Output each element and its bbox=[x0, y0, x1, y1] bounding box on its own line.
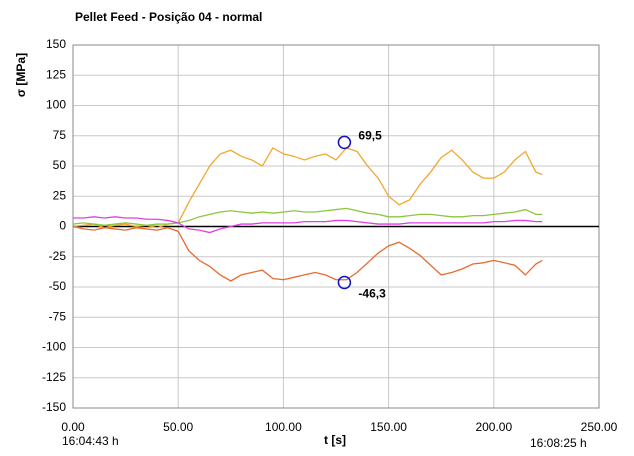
y-tick-label: -100 bbox=[42, 340, 66, 354]
y-axis-label: σ [MPa] bbox=[14, 53, 28, 97]
x-axis-label: t [s] bbox=[324, 433, 346, 447]
end-time-label: 16:08:25 h bbox=[530, 436, 587, 450]
marker-label: 69,5 bbox=[358, 129, 382, 143]
x-tick-label: 100.00 bbox=[265, 420, 302, 434]
x-tick-label: 0.00 bbox=[61, 420, 85, 434]
chart-title: Pellet Feed - Posição 04 - normal bbox=[75, 10, 262, 24]
y-tick-label: -50 bbox=[49, 279, 67, 293]
y-tick-label: 150 bbox=[46, 37, 66, 51]
y-tick-label: -125 bbox=[42, 370, 66, 384]
series-line bbox=[72, 207, 543, 226]
x-tick-label: 150.00 bbox=[370, 420, 407, 434]
x-tick-label: 50.00 bbox=[163, 420, 193, 434]
y-tick-label: 125 bbox=[46, 67, 66, 81]
marker-label: -46,3 bbox=[358, 287, 386, 301]
marker bbox=[337, 275, 352, 290]
marker bbox=[337, 135, 352, 150]
y-tick-label: -25 bbox=[49, 249, 67, 263]
y-tick-label: 25 bbox=[53, 188, 67, 202]
series-line bbox=[73, 216, 543, 234]
x-tick-label: 250.00 bbox=[581, 420, 618, 434]
y-tick-label: 50 bbox=[53, 158, 67, 172]
y-tick-label: -75 bbox=[49, 309, 67, 323]
y-tick-label: -150 bbox=[42, 400, 66, 414]
series-line bbox=[72, 225, 543, 282]
x-tick-label: 200.00 bbox=[475, 420, 512, 434]
y-tick-label: 75 bbox=[53, 128, 67, 142]
y-tick-label: 100 bbox=[46, 98, 66, 112]
y-tick-label: 0 bbox=[59, 219, 66, 233]
series-line bbox=[72, 146, 543, 229]
start-time-label: 16:04:43 h bbox=[62, 434, 119, 448]
